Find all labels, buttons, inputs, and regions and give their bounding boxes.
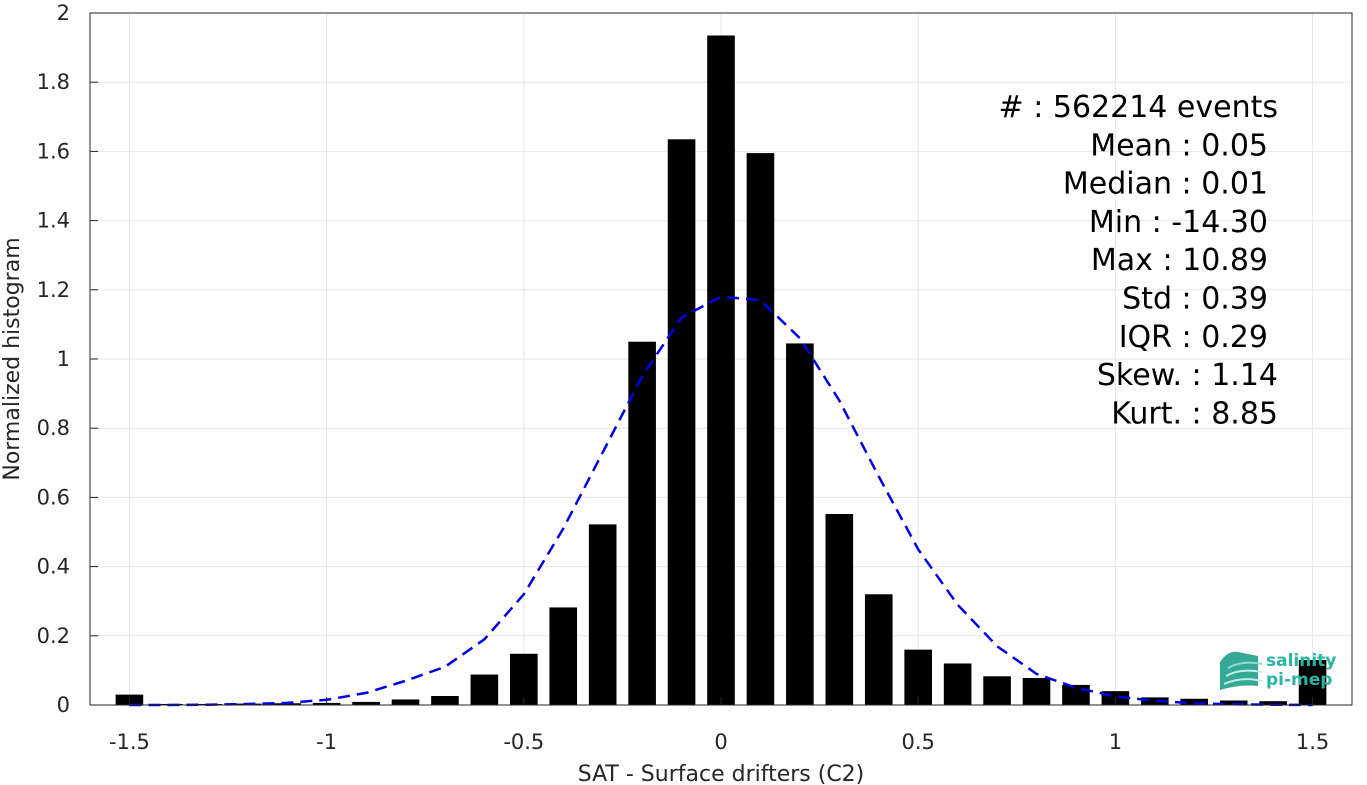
histogram-bar [746,153,775,705]
histogram-bar [667,139,696,706]
histogram-bar [1180,698,1209,705]
histogram-bar [431,696,459,705]
histogram-bar [1219,700,1248,705]
x-tick-label: 0.5 [901,730,934,754]
stats-line: Min : -14.30 [1089,205,1268,240]
histogram-bar [1062,684,1090,705]
histogram-bar [1259,701,1287,705]
x-tick-label: 1 [1109,730,1122,754]
y-tick-label: 0.8 [37,416,70,440]
y-tick-label: 0.2 [37,624,70,648]
stats-line: Skew. : 1.14 [1097,358,1278,393]
histogram-bar [1022,678,1051,705]
y-tick-label: 2 [57,1,70,25]
histogram-bar [864,594,893,705]
y-tick-label: 1.2 [37,278,70,302]
stats-line: # : 562214 events [999,90,1278,125]
stats-line: Median : 0.01 [1063,167,1268,202]
y-tick-label: 0.6 [37,485,70,509]
stats-line: IQR : 0.29 [1119,320,1268,355]
y-tick-label: 0 [57,693,70,717]
x-tick-label: -0.5 [503,730,544,754]
y-tick-label: 1 [57,347,70,371]
histogram-bar [943,663,972,705]
histogram-bar [904,649,932,705]
histogram-bar [352,701,380,705]
x-tick-label: 0 [714,730,727,754]
y-tick-label: 1.8 [37,70,70,94]
y-tick-label: 1.6 [37,139,70,163]
histogram-bar [1141,697,1169,705]
histogram-bar [588,524,617,705]
y-axis-ticks: 0 0.2 0.4 0.6 0.8 1 1.2 1.4 1.6 1.8 2 [37,1,98,717]
histogram-bar [628,341,656,705]
histogram-bar [786,343,814,705]
histogram-bar [470,674,499,705]
stats-line: Max : 10.89 [1091,243,1268,278]
histogram-bar [707,35,735,706]
histogram-bar [391,699,420,705]
x-axis-ticks: -1.5 -1 -0.5 0 0.5 1 1.5 [109,697,1329,754]
stats-line: Mean : 0.05 [1090,128,1268,163]
histogram-bar [549,607,578,705]
salinity-pi-mep-logo: salinity pi-mep [1220,651,1336,690]
y-tick-label: 0.4 [37,555,70,579]
x-axis-label: SAT - Surface drifters (C2) [578,762,865,785]
x-tick-label: -1.5 [109,730,150,754]
x-tick-label: -1 [316,730,337,754]
logo-line2: pi-mep [1266,670,1332,690]
stats-line: Std : 0.39 [1122,282,1268,317]
y-tick-label: 1.4 [37,209,70,233]
histogram-bar [983,676,1011,705]
x-tick-label: 1.5 [1296,730,1329,754]
stats-line: Kurt. : 8.85 [1111,396,1278,431]
logo-mark-icon [1220,651,1263,690]
logo-line1: salinity [1266,651,1336,671]
histogram-bar [825,514,854,705]
histogram-bar [510,653,538,705]
y-axis-label: Normalized histogram [0,237,25,480]
